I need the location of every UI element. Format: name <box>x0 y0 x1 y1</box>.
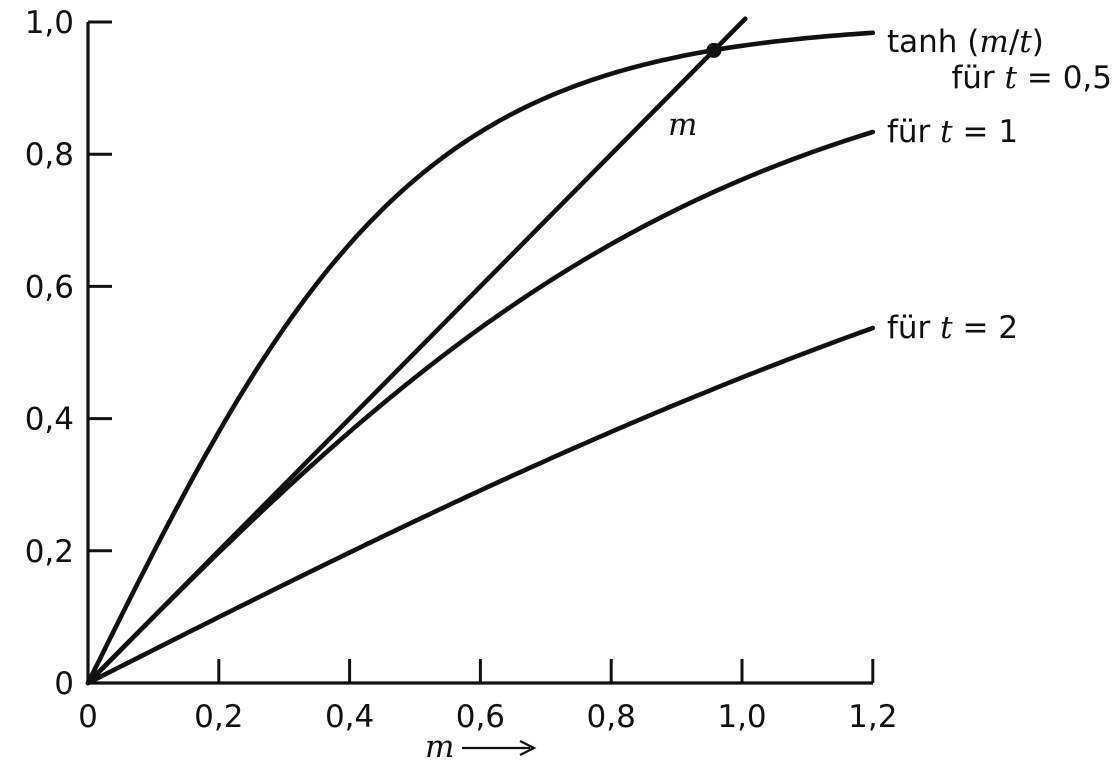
curve-label-t-1: für t = 1 <box>887 114 1018 150</box>
x-axis-title: m <box>425 729 454 765</box>
curve-label-t-0-5: für t = 0,5 <box>951 60 1112 96</box>
y-tick-label: 0,2 <box>25 534 74 570</box>
ticks <box>88 20 875 683</box>
curve-labels: tanh (m/t)für t = 0,5 für t = 1 für t = 2 m <box>668 24 1112 346</box>
y-tick-label: 0,6 <box>25 269 74 305</box>
axes <box>86 22 873 685</box>
intersection-point <box>706 42 722 58</box>
y-tick-label: 0,4 <box>25 402 74 438</box>
x-tick-label: 0,4 <box>325 699 374 735</box>
x-tick-label: 0,6 <box>456 699 505 735</box>
curve-label-t-2: für t = 2 <box>887 310 1018 346</box>
line-m-label: m <box>668 107 697 143</box>
y-tick-label: 0,8 <box>25 137 74 173</box>
x-tick-label: 0,2 <box>194 699 243 735</box>
x-axis-arrow-head <box>519 740 537 756</box>
x-tick-label: 1,0 <box>717 699 766 735</box>
y-tick-label: 0 <box>54 666 74 702</box>
y-tick-label: 1,0 <box>25 5 74 41</box>
x-tick-label: 1,2 <box>848 699 897 735</box>
curve-tanh-t-0-5 <box>85 30 876 686</box>
tick-labels: 0 0,2 0,4 0,6 0,8 1,0 1,2 0 0,2 0,4 0,6 0,8 1,0 <box>25 5 898 735</box>
curve-label-tanh: tanh (m/t) <box>887 24 1044 60</box>
curves <box>85 16 876 686</box>
curve-tanh-t-1 <box>85 129 876 686</box>
line-m <box>85 16 748 686</box>
axis-title: m <box>425 729 537 765</box>
marker <box>706 42 722 58</box>
x-tick-label: 0 <box>78 699 98 735</box>
x-tick-label: 0,8 <box>587 699 636 735</box>
curve-tanh-t-2 <box>85 325 876 686</box>
